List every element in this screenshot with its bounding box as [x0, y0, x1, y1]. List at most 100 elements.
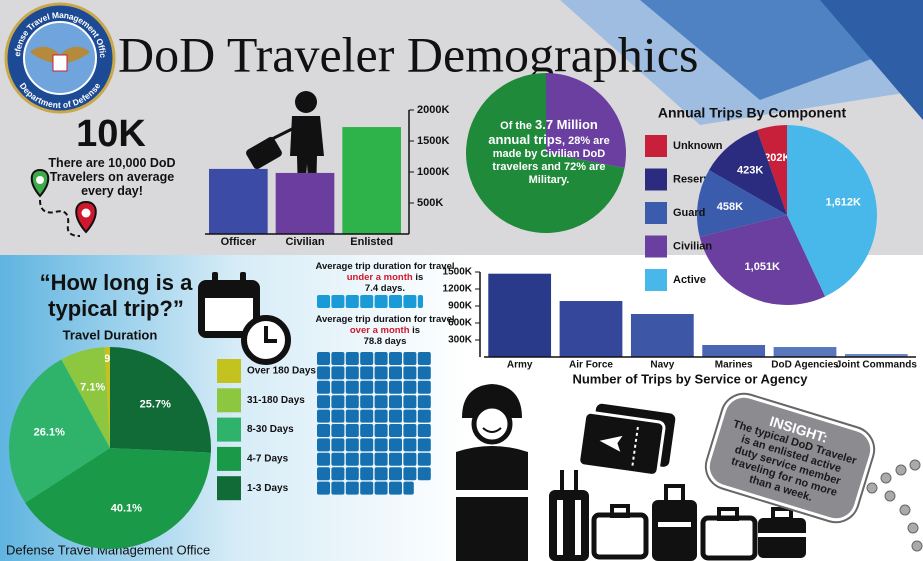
waffle-cell	[317, 380, 330, 394]
waffle-cell	[345, 467, 359, 481]
shape	[820, 0, 923, 120]
caption-text: Average trip duration for travel	[315, 314, 455, 325]
waffle-cell	[331, 366, 345, 380]
y-tick-label: 600K	[448, 318, 473, 329]
waffle-cell	[389, 481, 402, 495]
waffle-cell	[331, 438, 345, 452]
waffle-cell	[417, 409, 431, 423]
waffle-cell	[403, 295, 417, 308]
waffle-cell	[360, 438, 374, 452]
chart-title: Annual Trips By Component	[658, 105, 847, 121]
waffle-value: 78.8 days	[363, 336, 407, 347]
waffle-cell	[345, 366, 359, 380]
legend-swatch	[645, 168, 667, 191]
waffle-cell	[374, 352, 388, 365]
value-label: 40.1%	[111, 502, 142, 514]
waffle-cell	[403, 409, 417, 423]
caption-text: , 28% are made by Civilian DoD travelers…	[492, 135, 610, 186]
pie-slice	[699, 215, 826, 306]
calendar-ring	[240, 272, 246, 286]
waffle-cell	[360, 409, 374, 423]
waffle-cell	[331, 452, 345, 466]
waffle-cell	[374, 452, 388, 466]
pin-dot	[81, 208, 91, 218]
question: “How long is a typical trip?”	[39, 270, 193, 321]
legend-label: Guard	[673, 207, 705, 219]
waffle-caption: Average trip duration for travel over a …	[310, 314, 460, 347]
waffle-cell	[403, 452, 417, 466]
x-axis-title: Number of Trips by Service or Agency	[572, 371, 808, 386]
waffle-cell	[345, 395, 359, 409]
value-label: 458K	[717, 201, 743, 213]
legend-label: 1-3 Days	[247, 483, 289, 494]
suitcase	[246, 136, 282, 170]
caption-emphasis: under a month	[346, 272, 413, 283]
bar	[209, 168, 268, 234]
legend-label: 31-180 Days	[247, 395, 305, 406]
waffle-cell	[360, 395, 374, 409]
legend-label: Civilian	[673, 240, 712, 252]
page-title: DoD Traveler Demographics	[118, 26, 698, 82]
legend-swatch	[217, 359, 241, 383]
legend-swatch	[217, 417, 241, 442]
face	[471, 403, 513, 445]
waffle-cell	[389, 380, 402, 394]
waffle-cell	[374, 409, 388, 423]
waffle-cell	[389, 438, 402, 452]
waffle-cell	[331, 481, 345, 495]
x-tick-label: Army	[507, 360, 533, 371]
caption-text: is	[412, 325, 421, 336]
waffle-cell	[403, 352, 417, 365]
x-tick-label: Marines	[715, 360, 753, 371]
y-tick-label: 1500K	[443, 267, 473, 278]
value-label: 202K	[764, 152, 790, 164]
waffle-cell	[331, 352, 345, 365]
caption-emphasis: over a month	[349, 325, 410, 336]
waffle-cell	[374, 366, 388, 380]
pie-slice	[25, 448, 211, 549]
y-tick-label: 900K	[448, 301, 473, 312]
pie-slice	[787, 125, 877, 297]
waffle-cell	[417, 366, 431, 380]
x-tick-label: Civilian	[285, 236, 324, 248]
waffle-cell	[403, 481, 414, 495]
waffle-cell	[360, 380, 374, 394]
waffle-cell	[317, 352, 330, 365]
caption-text: is	[415, 272, 424, 283]
waffle-cell	[360, 481, 374, 495]
waffle-cell	[360, 295, 374, 308]
waffle-cell	[331, 409, 345, 423]
waffle-value: 7.4 days.	[364, 283, 406, 294]
legend-label: 8-30 Days	[247, 424, 294, 435]
waffle-cell	[317, 366, 330, 380]
legend-swatch	[645, 202, 667, 224]
waffle-cell	[360, 366, 374, 380]
waffle-cell	[389, 395, 402, 409]
daily-text: There are 10,000 DoD Travelers on averag…	[48, 156, 176, 198]
waffle-cell	[317, 409, 330, 423]
waffle-cell	[403, 395, 417, 409]
pie-slice	[104, 347, 110, 448]
waffle-cell	[417, 395, 431, 409]
waffle-cell	[345, 380, 359, 394]
legend-swatch	[217, 446, 241, 471]
waffle-cell	[317, 481, 330, 495]
pie-slice	[709, 130, 787, 215]
clock-hands	[264, 326, 277, 343]
x-tick-label: Officer	[221, 236, 257, 248]
bar	[275, 172, 335, 234]
torso	[456, 446, 528, 561]
chart-title: Travel Duration	[63, 327, 158, 342]
waffle-cell	[331, 467, 345, 481]
helmet	[462, 384, 522, 418]
bar	[702, 344, 766, 357]
legend-swatch	[645, 269, 667, 291]
person-head	[295, 91, 317, 113]
waffle-cell	[389, 409, 402, 423]
waffle-cell	[417, 424, 431, 437]
calendar-ring	[212, 272, 218, 286]
waffle-cell	[389, 467, 402, 481]
waffle-cell	[317, 438, 330, 452]
